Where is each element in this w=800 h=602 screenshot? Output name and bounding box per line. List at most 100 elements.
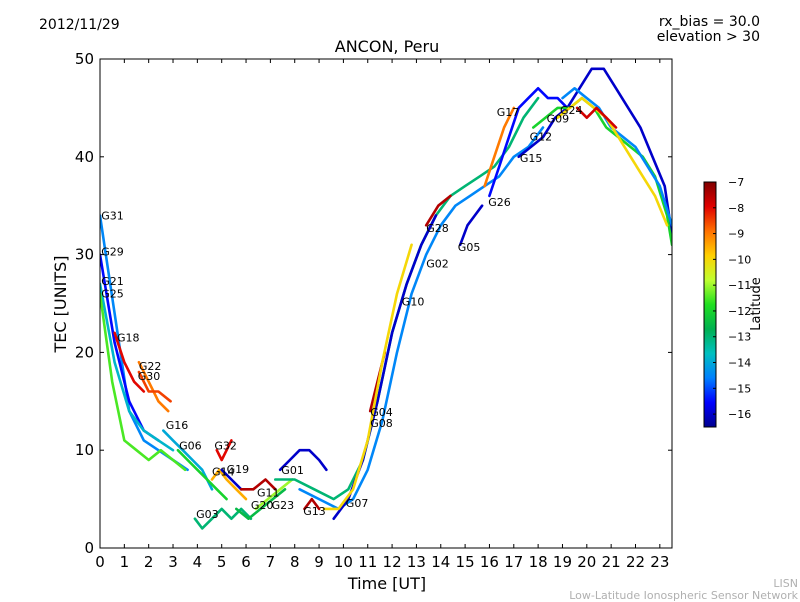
- y-tick-label: 20: [75, 343, 94, 361]
- series-line-g32: [215, 439, 233, 462]
- series-line-g19: [220, 468, 243, 491]
- x-tick-label: 21: [602, 553, 621, 571]
- series-line-g18: [113, 331, 146, 393]
- x-tick-label: 20: [577, 553, 596, 571]
- colorbar-tick-label: −13: [728, 331, 751, 344]
- colorbar-tick-label: −14: [728, 357, 751, 370]
- series-line-g11: [239, 478, 277, 491]
- series-line-g26: [488, 87, 569, 198]
- rx-bias-label: rx_bias = 30.0: [658, 14, 760, 30]
- series-line-g02: [322, 243, 413, 511]
- sat-label-g02: G02: [426, 257, 449, 270]
- series-line-g06: [176, 448, 228, 501]
- sat-label-g14: G14: [212, 466, 235, 479]
- x-tick-label: 13: [407, 553, 426, 571]
- colorbar-label: Latitude: [749, 277, 764, 331]
- sat-label-g24: G24: [560, 104, 583, 117]
- sat-label-g15: G15: [520, 152, 543, 165]
- sat-label-g08: G08: [370, 417, 393, 430]
- footer-network: Low-Latitude Ionospheric Sensor Network: [569, 589, 798, 602]
- x-tick-label: 4: [193, 553, 203, 571]
- plot-frame: [99, 58, 673, 549]
- sat-label-g03: G03: [196, 508, 219, 521]
- x-tick-label: 1: [120, 553, 130, 571]
- series-line-g30: [137, 370, 172, 403]
- series-line-g09: [556, 96, 669, 227]
- colorbar-gradient: [703, 181, 717, 428]
- x-tick-label: 22: [626, 553, 645, 571]
- x-tick-label: 6: [241, 553, 251, 571]
- x-tick-label: 5: [217, 553, 227, 571]
- series-line-g10: [332, 214, 438, 520]
- y-tick-label: 10: [75, 441, 94, 459]
- y-tick-label: 50: [75, 50, 94, 68]
- sat-label-g05: G05: [458, 241, 481, 254]
- chart-title: ANCON, Peru: [335, 37, 439, 56]
- colorbar-tick-label: −16: [728, 408, 751, 421]
- x-tick-label: 19: [553, 553, 572, 571]
- sat-label-g19: G19: [227, 463, 250, 476]
- x-tick-label: 15: [456, 553, 475, 571]
- y-tick-label: 0: [84, 539, 94, 557]
- sat-label-g23: G23: [272, 499, 295, 512]
- sat-label-g25: G25: [101, 288, 124, 301]
- series-line-g23: [254, 478, 294, 511]
- series-line-g25: [100, 292, 187, 472]
- series-line-g17: [483, 106, 516, 188]
- colorbar-tick-label: −7: [728, 176, 744, 189]
- series-group: [100, 67, 672, 530]
- x-tick-label: 23: [650, 553, 669, 571]
- x-tick-label: 11: [358, 553, 377, 571]
- x-tick-label: 9: [314, 553, 324, 571]
- x-tick-label: 8: [290, 553, 300, 571]
- x-tick-label: 10: [334, 553, 353, 571]
- colorbar-tick-label: −15: [728, 382, 751, 395]
- series-line-g28: [424, 194, 452, 227]
- sat-label-g21: G21: [101, 275, 124, 288]
- x-tick-label: 14: [431, 553, 450, 571]
- sat-label-g30: G30: [138, 370, 161, 383]
- elevation-label: elevation > 30: [656, 29, 760, 45]
- sat-label-g09: G09: [547, 113, 570, 126]
- series-line-g20: [235, 488, 287, 520]
- sat-label-g32: G32: [214, 439, 237, 452]
- series-line-g08: [298, 126, 545, 511]
- x-tick-label: 2: [144, 553, 154, 571]
- x-tick-label: 18: [529, 553, 548, 571]
- sat-label-g11: G11: [257, 486, 280, 499]
- sat-label-g13: G13: [303, 505, 326, 518]
- x-tick-label: 12: [383, 553, 402, 571]
- series-line-g21: [100, 282, 175, 452]
- date-label: 2012/11/29: [39, 17, 120, 33]
- sat-label-g31: G31: [101, 210, 124, 223]
- colorbar-tick-label: −11: [728, 279, 751, 292]
- colorbar-tick-label: −9: [728, 228, 744, 241]
- sat-label-g10: G10: [402, 296, 425, 309]
- x-tick-label: 16: [480, 553, 499, 571]
- sat-label-g22: G22: [139, 360, 162, 373]
- series-line-g05: [458, 204, 484, 247]
- y-axis-label: TEC [UNITS]: [51, 256, 70, 354]
- sat-label-g29: G29: [101, 246, 124, 259]
- x-tick-label: 17: [504, 553, 523, 571]
- sat-label-g18: G18: [117, 332, 140, 345]
- colorbar-tick-label: −8: [728, 202, 744, 215]
- series-line-g16: [162, 429, 214, 491]
- series-line-g27: [575, 106, 618, 129]
- series-line-g15: [517, 67, 672, 237]
- sat-label-g20: G20: [251, 499, 274, 512]
- colorbar-tick-label: −10: [728, 253, 751, 266]
- colorbar: −7 −8 −9 −10 −11 −12 −13 −14 −15 −16 Latitude: [703, 176, 764, 428]
- sat-label-g17: G17: [497, 106, 520, 119]
- x-axis-label: Time [UT]: [347, 574, 426, 593]
- axes: 0 1 2 3 4 5 6 7 8 9 10 11 12 13 14 15 16 17 18 19 20 21 22 2301…: [75, 50, 672, 571]
- sat-label-g12: G12: [530, 130, 553, 143]
- x-tick-label: 3: [168, 553, 178, 571]
- series-line-g24: [561, 87, 672, 227]
- colorbar-tick-label: −12: [728, 305, 751, 318]
- sat-label-g04: G04: [370, 406, 393, 419]
- sat-label-g07: G07: [346, 497, 369, 510]
- series-line-g13: [303, 497, 321, 511]
